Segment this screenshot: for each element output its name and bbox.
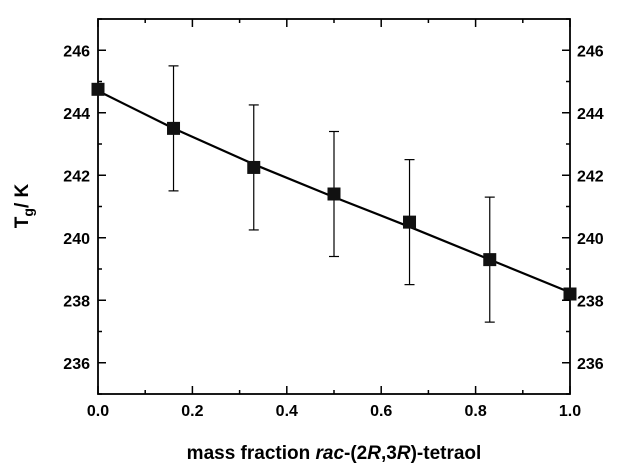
x-tick-label: 0.8 <box>464 403 486 420</box>
y-tick-label: 238 <box>63 293 90 310</box>
x-axis-title-part: ,3 <box>381 443 397 464</box>
y-axis-right: 236 238 240 242 244 246 <box>562 18 604 395</box>
x-axis: 0.0 0.2 0.4 0.6 0.8 1.0 <box>87 19 581 420</box>
y-tick-label: 246 <box>63 43 90 60</box>
y-axis-title: Tg/ K <box>12 183 36 228</box>
y-tick-label: 240 <box>63 231 90 248</box>
y-tick-label: 236 <box>63 356 90 373</box>
y-axis-title-main: T <box>12 216 33 228</box>
y-tick-label: 242 <box>63 168 90 185</box>
y-tick-label: 244 <box>63 106 90 123</box>
x-axis-title-part: -(2 <box>344 443 367 464</box>
y-tick-label-right: 242 <box>577 168 604 185</box>
y-tick-label-right: 236 <box>577 356 604 373</box>
x-axis-title-italic: rac <box>316 443 345 464</box>
data-point <box>563 287 577 301</box>
x-axis-title-part: mass fraction <box>187 443 316 464</box>
x-axis-title-part: )-tetraol <box>411 443 482 464</box>
data-point <box>483 253 497 267</box>
y-axis-title-unit: / K <box>12 183 33 208</box>
data-point-layer <box>91 82 577 301</box>
x-tick-label: 0.2 <box>181 403 203 420</box>
y-tick-label-right: 238 <box>577 293 604 310</box>
data-point <box>327 187 341 201</box>
y-axis-title-subscript: g <box>20 208 36 217</box>
x-tick-label: 1.0 <box>559 403 581 420</box>
y-axis-left: 236 238 240 242 244 246 <box>63 18 106 395</box>
x-axis-title-italic: R <box>367 443 381 464</box>
x-tick-label: 0.0 <box>87 403 109 420</box>
data-point <box>167 121 181 135</box>
x-axis-title-italic: R <box>397 443 411 464</box>
data-point <box>247 160 261 174</box>
y-tick-label-right: 240 <box>577 231 604 248</box>
x-axis-title: mass fraction rac-(2R,3R)-tetraol <box>187 443 482 464</box>
y-tick-label-right: 244 <box>577 106 604 123</box>
data-point <box>403 215 417 229</box>
y-tick-label-right: 246 <box>577 43 604 60</box>
data-point <box>91 82 105 96</box>
x-tick-label: 0.4 <box>276 403 298 420</box>
x-tick-label: 0.6 <box>370 403 392 420</box>
